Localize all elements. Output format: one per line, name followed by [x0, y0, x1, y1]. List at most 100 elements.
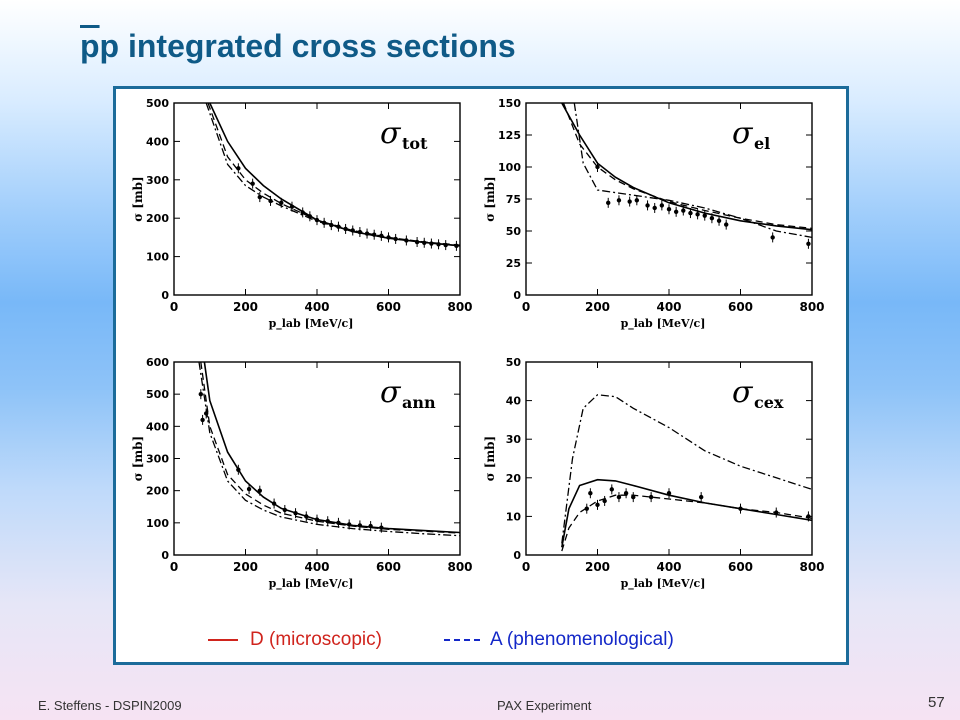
data-point — [681, 208, 686, 213]
data-point — [716, 218, 722, 223]
x-tick-label: 400 — [304, 560, 329, 574]
y-tick-label: 400 — [146, 135, 169, 148]
y-tick-label: 300 — [146, 453, 169, 466]
data-point — [724, 222, 729, 227]
data-point — [606, 200, 611, 206]
panel-sigma-subscript: el — [754, 134, 770, 153]
y-tick-label: 500 — [146, 97, 169, 110]
data-point — [379, 233, 384, 239]
data-point — [595, 502, 600, 508]
data-point — [364, 231, 370, 236]
data-point — [246, 486, 252, 492]
series-line-dashed — [207, 103, 460, 246]
data-point — [300, 210, 305, 215]
data-point — [314, 217, 320, 223]
y-tick-label: 40 — [506, 395, 522, 408]
data-point — [236, 467, 241, 472]
x-axis-label: p_lab [MeV/c] — [269, 577, 354, 591]
data-point — [236, 166, 241, 171]
x-tick-label: 400 — [304, 300, 329, 314]
data-point — [584, 506, 589, 511]
data-point — [806, 241, 811, 246]
data-point — [659, 203, 665, 208]
data-point — [429, 241, 434, 246]
x-axis-label: p_lab [MeV/c] — [269, 317, 354, 331]
x-tick-label: 800 — [447, 300, 472, 314]
series-line-dashdot — [198, 362, 460, 537]
title-rest: p integrated cross sections — [99, 28, 516, 64]
x-tick-label: 600 — [728, 560, 753, 574]
data-point — [293, 510, 298, 516]
panel-sigma-subscript: tot — [402, 134, 428, 153]
data-point — [350, 228, 355, 233]
x-tick-label: 800 — [799, 300, 824, 314]
y-tick-label: 0 — [161, 289, 169, 302]
panel-sigma-label: σ — [380, 116, 402, 151]
data-point — [271, 501, 277, 506]
data-point — [379, 525, 384, 530]
data-point — [372, 232, 377, 237]
x-tick-label: 0 — [170, 300, 178, 314]
data-point — [666, 207, 672, 212]
data-point — [616, 198, 622, 203]
panel-sigma-label: σ — [380, 375, 402, 410]
footer-author: E. Steffens - DSPIN2009 — [38, 698, 182, 713]
data-point — [609, 487, 614, 492]
data-point — [257, 488, 262, 493]
y-tick-label: 20 — [506, 472, 522, 485]
data-point — [250, 181, 255, 186]
x-tick-label: 200 — [585, 300, 610, 314]
data-point — [307, 214, 313, 219]
data-point — [648, 494, 654, 500]
y-tick-label: 0 — [513, 549, 521, 562]
y-tick-label: 400 — [146, 420, 169, 433]
legend: D (microscopic) A (phenomenological) — [208, 629, 768, 655]
panel-sigma-label: σ — [732, 375, 754, 410]
legend-item-dashed: A (phenomenological) — [444, 629, 674, 651]
page-title: pp integrated cross sections — [80, 28, 516, 65]
title-pbar: p — [80, 28, 100, 64]
x-tick-label: 800 — [447, 560, 472, 574]
y-tick-label: 0 — [161, 549, 169, 562]
data-point — [321, 220, 327, 226]
y-tick-label: 0 — [513, 289, 521, 302]
x-tick-label: 200 — [585, 560, 610, 574]
data-point — [588, 491, 593, 496]
y-tick-label: 125 — [498, 129, 521, 142]
data-point — [314, 517, 320, 522]
data-point — [738, 506, 743, 511]
data-point — [268, 198, 273, 204]
y-tick-label: 10 — [506, 510, 522, 523]
data-point — [709, 216, 715, 221]
y-tick-label: 100 — [498, 161, 521, 174]
series-line-dashdot — [561, 394, 812, 544]
data-point — [702, 213, 707, 218]
panel-sigma-label: σ — [732, 116, 754, 151]
figure-frame: 0 200 400 600 800 0 100 200 300 400 500 p_lab [MeV/… — [113, 86, 849, 665]
data-point — [393, 236, 398, 242]
data-point — [386, 235, 391, 240]
data-point — [616, 494, 622, 500]
legend-dashed-line-icon — [444, 638, 480, 641]
y-tick-label: 100 — [146, 517, 169, 530]
x-tick-label: 200 — [233, 300, 258, 314]
x-tick-label: 200 — [233, 560, 258, 574]
plot-axes-box — [173, 102, 461, 296]
y-tick-label: 200 — [146, 212, 169, 225]
y-tick-label: 150 — [498, 97, 521, 110]
x-tick-label: 600 — [376, 560, 401, 574]
data-point — [454, 243, 459, 249]
footer-experiment: PAX Experiment — [497, 698, 592, 713]
data-point — [336, 520, 341, 526]
data-point — [404, 238, 409, 243]
y-tick-label: 50 — [506, 225, 522, 238]
series-line-dashdot — [573, 103, 812, 239]
data-point — [645, 203, 650, 208]
series-line-solid — [203, 362, 460, 534]
data-point — [282, 507, 288, 513]
y-axis-label: σ [mb] — [483, 436, 497, 481]
plot-axes-box — [525, 102, 813, 296]
x-tick-label: 600 — [376, 300, 401, 314]
x-tick-label: 400 — [656, 560, 681, 574]
